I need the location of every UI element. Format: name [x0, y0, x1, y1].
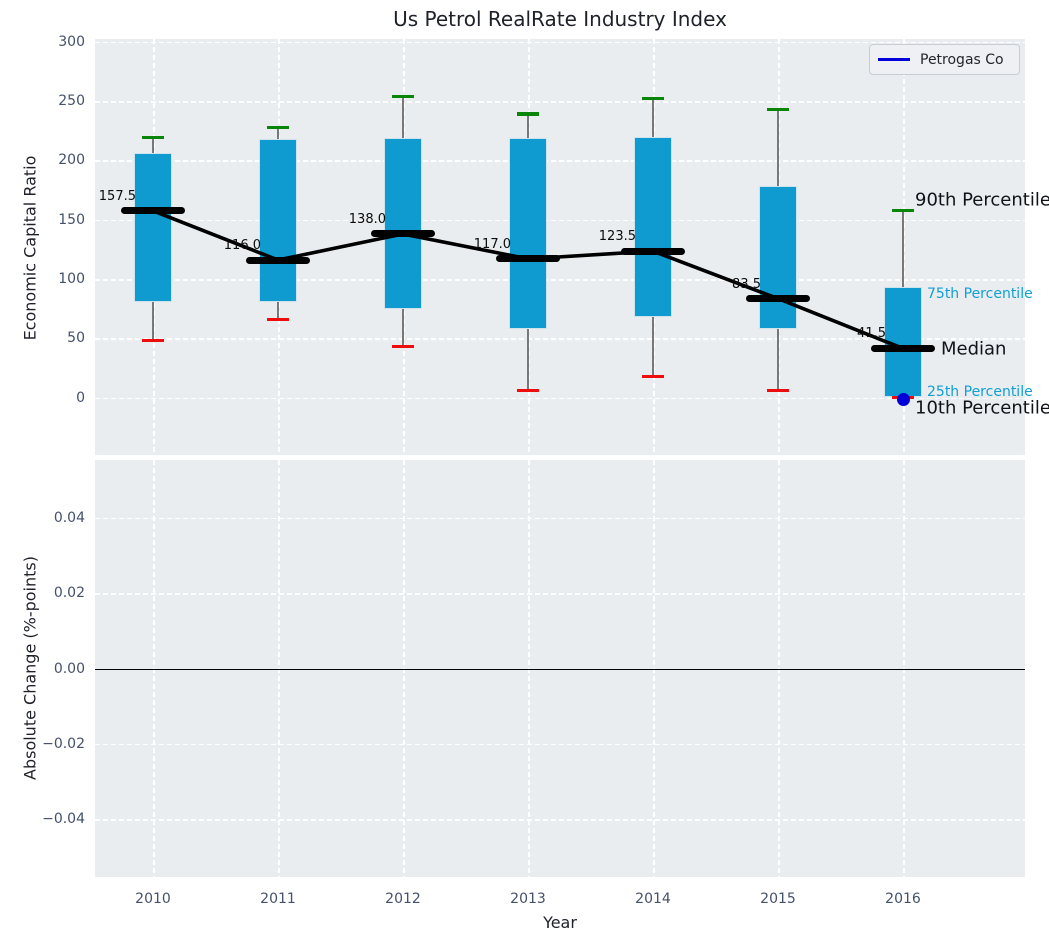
median-bar-2016: [871, 344, 935, 352]
iqr-box-2016: [884, 287, 922, 397]
x-tick-label: 2015: [760, 891, 796, 907]
top-gridline-h: [95, 279, 1025, 281]
p90-cap-2014: [642, 97, 664, 101]
median-bar-2012: [371, 230, 435, 238]
top-y-tick-label: 300: [58, 33, 85, 50]
median-value-label: 116.0: [223, 238, 261, 254]
p10-cap-2010: [142, 339, 164, 343]
top-y-tick-label: 0: [76, 389, 85, 406]
zero-reference-line: [95, 668, 1025, 671]
bottom-gridline-h: [95, 819, 1025, 821]
annotation-p90: 90th Percentile: [915, 189, 1049, 211]
top-y-tick-label: 150: [58, 211, 85, 228]
annotation-median: Median: [941, 338, 1007, 360]
bottom-gridline-h: [95, 593, 1025, 595]
median-value-label: 123.5: [598, 229, 636, 245]
p90-cap-2013: [517, 112, 539, 116]
p90-cap-2010: [142, 136, 164, 140]
legend: Petrogas Co: [869, 44, 1020, 75]
bottom-gridline-h: [95, 517, 1025, 520]
bottom-y-tick-label: −0.04: [42, 811, 85, 828]
median-bar-2014: [621, 247, 685, 255]
iqr-box-2014: [634, 136, 672, 317]
x-tick-label: 2010: [135, 891, 171, 907]
median-value-label: 41.5: [857, 326, 886, 342]
top-y-tick-label: 250: [58, 93, 85, 110]
top-gridline-h: [95, 219, 1025, 222]
median-bar-2015: [746, 295, 810, 303]
legend-line-sample: [878, 58, 910, 61]
p10-cap-2011: [267, 317, 289, 321]
iqr-box-2010: [134, 153, 172, 302]
x-tick-label: 2011: [260, 891, 296, 907]
top-gridline-h: [95, 397, 1025, 400]
p10-cap-2015: [767, 388, 789, 393]
median-value-label: 157.5: [98, 188, 136, 204]
top-gridline-h: [95, 101, 1025, 103]
p10-cap-2013: [517, 388, 539, 393]
p90-cap-2016: [892, 208, 914, 212]
median-value-label: 83.5: [732, 276, 761, 292]
iqr-box-2011: [259, 139, 297, 302]
p90-cap-2015: [767, 107, 789, 111]
bottom-y-tick-label: 0.00: [53, 660, 85, 677]
iqr-box-2012: [384, 137, 422, 309]
top-y-axis-label: Economic Capital Ratio: [20, 155, 40, 341]
x-axis-label: Year: [543, 913, 577, 932]
p90-cap-2011: [267, 125, 289, 129]
top-gridline-h: [95, 41, 1025, 44]
median-bar-2013: [496, 255, 560, 263]
bottom-panel: [95, 460, 1025, 877]
p90-cap-2012: [392, 94, 414, 98]
median-bar-2011: [246, 256, 310, 264]
top-y-tick-label: 50: [67, 330, 85, 347]
chart-title: Us Petrol RealRate Industry Index: [393, 7, 727, 31]
median-bar-2010: [121, 207, 185, 215]
iqr-box-2015: [759, 186, 797, 329]
legend-label: Petrogas Co: [920, 51, 1004, 68]
p10-cap-2012: [392, 345, 414, 349]
bottom-y-tick-label: 0.04: [53, 509, 85, 526]
x-tick-label: 2012: [385, 891, 421, 907]
median-value-label: 117.0: [473, 236, 511, 252]
x-tick-label: 2013: [510, 891, 546, 907]
bottom-y-tick-label: −0.02: [42, 735, 85, 752]
median-value-label: 138.0: [348, 211, 386, 227]
bottom-y-tick-label: 0.02: [53, 585, 85, 602]
p10-cap-2014: [642, 374, 664, 378]
top-gridline-h: [95, 160, 1025, 162]
annotation-p25: 25th Percentile: [927, 383, 1033, 400]
top-y-tick-label: 100: [58, 271, 85, 288]
annotation-p10: 10th Percentile: [915, 397, 1049, 419]
petrogas-data-point: [896, 392, 910, 406]
annotation-p75: 75th Percentile: [927, 286, 1033, 303]
x-tick-label: 2016: [885, 891, 921, 907]
x-tick-label: 2014: [635, 891, 671, 907]
iqr-box-2013: [509, 137, 547, 329]
bottom-gridline-h: [95, 743, 1025, 746]
top-y-tick-label: 200: [58, 152, 85, 169]
